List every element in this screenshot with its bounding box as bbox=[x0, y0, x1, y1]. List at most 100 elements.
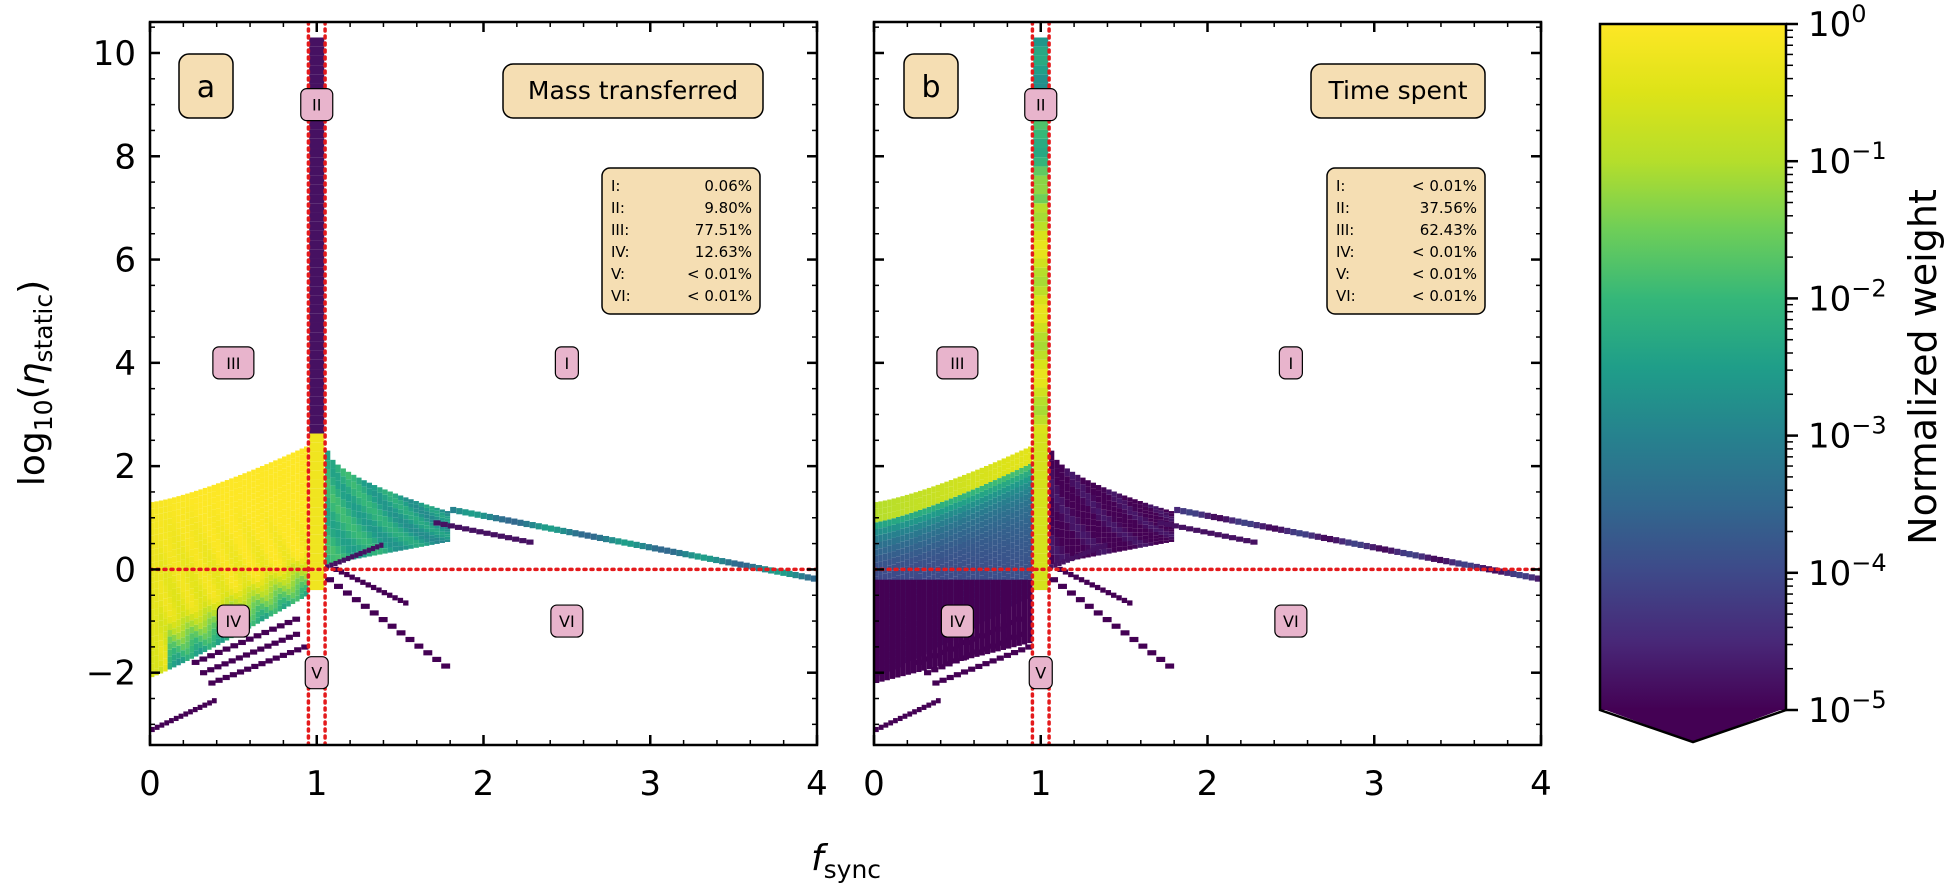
heatmap-cell bbox=[966, 564, 971, 571]
heatmap-cell bbox=[1023, 546, 1029, 553]
heatmap-cell bbox=[403, 527, 409, 533]
heatmap-cell bbox=[953, 564, 958, 571]
heatmap-cell bbox=[1080, 544, 1086, 552]
heatmap-cell bbox=[325, 545, 331, 555]
heatmap-cell bbox=[163, 605, 168, 612]
heatmap-cell bbox=[1010, 460, 1015, 467]
heatmap-cell bbox=[176, 515, 181, 523]
heatmap-cell bbox=[1158, 531, 1164, 535]
heatmap-cell bbox=[163, 506, 168, 513]
heatmap-cell bbox=[233, 501, 239, 508]
heatmap-cell bbox=[1111, 592, 1117, 598]
heatmap-cell bbox=[282, 491, 287, 498]
heatmap-cell bbox=[988, 565, 993, 572]
heatmap-cell bbox=[158, 586, 164, 594]
heatmap-cell bbox=[878, 521, 883, 529]
heatmap-cell bbox=[992, 533, 998, 540]
heatmap-cell bbox=[185, 519, 190, 526]
heatmap-cell bbox=[392, 503, 399, 509]
heatmap-cell bbox=[1085, 518, 1091, 526]
heatmap-cell bbox=[962, 554, 967, 561]
colorbar-outline bbox=[1598, 22, 1788, 744]
heatmap-cell bbox=[975, 529, 980, 536]
heatmap-cell bbox=[1006, 538, 1011, 545]
heatmap-cell bbox=[349, 574, 355, 580]
heatmap-cell bbox=[884, 579, 890, 681]
heatmap-cell bbox=[1106, 494, 1112, 501]
heatmap-cell bbox=[1014, 522, 1020, 529]
heatmap-cell bbox=[198, 502, 203, 509]
heatmap-cell bbox=[979, 497, 985, 504]
heatmap-cell bbox=[198, 495, 203, 503]
heatmap-cell bbox=[1437, 556, 1444, 564]
heatmap-cell bbox=[962, 572, 967, 579]
heatmap-cell bbox=[887, 499, 892, 507]
heatmap-cell bbox=[150, 502, 155, 509]
heatmap-cell bbox=[940, 564, 945, 571]
heatmap-cell bbox=[345, 471, 352, 480]
heatmap-cell bbox=[1010, 559, 1015, 566]
heatmap-cell bbox=[970, 471, 976, 478]
heatmap-cell bbox=[1033, 562, 1049, 572]
heatmap-cell bbox=[382, 510, 388, 517]
heatmap-cell bbox=[251, 547, 256, 554]
heatmap-cell bbox=[413, 539, 419, 544]
heatmap-cell bbox=[167, 656, 173, 663]
heatmap-cell bbox=[172, 634, 177, 642]
heatmap-cell bbox=[180, 566, 186, 573]
heatmap-cell bbox=[1095, 508, 1102, 515]
heatmap-cell bbox=[896, 503, 901, 511]
heatmap-cell bbox=[1492, 567, 1499, 574]
heatmap-cell bbox=[371, 502, 378, 509]
heatmap-cell bbox=[282, 591, 287, 598]
heatmap-cell bbox=[180, 643, 186, 651]
heatmap-cell bbox=[277, 476, 283, 482]
heatmap-cell bbox=[1033, 424, 1049, 434]
heatmap-cell bbox=[242, 588, 247, 595]
heatmap-cell bbox=[1510, 570, 1517, 578]
heatmap-cell bbox=[189, 613, 195, 621]
heatmap-cell bbox=[158, 626, 164, 634]
heatmap-cell bbox=[382, 505, 388, 511]
heatmap-cell bbox=[290, 487, 296, 494]
heatmap-cell bbox=[238, 517, 243, 524]
heatmap-cell bbox=[309, 313, 325, 323]
heatmap-cell bbox=[979, 563, 985, 570]
heatmap-cell bbox=[810, 575, 817, 582]
heatmap-cell bbox=[286, 512, 291, 519]
heatmap-cell bbox=[922, 546, 927, 553]
heatmap-cell bbox=[345, 545, 352, 553]
heatmap-cell bbox=[896, 530, 901, 537]
heatmap-cell bbox=[1033, 221, 1049, 231]
heatmap-cell bbox=[1473, 563, 1480, 571]
heatmap-cell bbox=[158, 640, 164, 647]
heatmap-cell bbox=[874, 549, 879, 556]
heatmap-cell bbox=[180, 572, 186, 580]
heatmap-cell bbox=[1089, 582, 1095, 588]
heatmap-cell bbox=[953, 478, 958, 485]
heatmap-cell bbox=[1019, 560, 1024, 567]
heatmap-cell bbox=[216, 508, 221, 515]
heatmap-cell bbox=[246, 477, 252, 484]
heatmap-cell bbox=[992, 563, 998, 569]
heatmap-cell bbox=[1228, 535, 1237, 541]
heatmap-cell bbox=[1057, 566, 1063, 572]
heatmap-cell bbox=[1137, 504, 1143, 509]
heatmap-cell bbox=[224, 578, 230, 585]
heatmap-cell bbox=[198, 609, 203, 617]
heatmap-cell bbox=[238, 548, 243, 555]
heatmap-cell bbox=[202, 582, 208, 589]
heatmap-cell bbox=[260, 483, 265, 490]
heatmap-cell bbox=[469, 527, 477, 533]
heatmap-cell bbox=[345, 523, 352, 531]
heatmap-cell bbox=[970, 574, 976, 581]
heatmap-cell bbox=[260, 495, 265, 502]
heatmap-cell bbox=[1010, 650, 1019, 656]
heatmap-cell bbox=[295, 520, 300, 527]
heatmap-cell bbox=[878, 501, 883, 509]
heatmap-cell bbox=[366, 550, 372, 557]
heatmap-cell bbox=[251, 493, 256, 500]
heatmap-cell bbox=[1111, 496, 1117, 502]
heatmap-cell bbox=[1148, 507, 1154, 512]
heatmap-cell bbox=[909, 525, 914, 533]
